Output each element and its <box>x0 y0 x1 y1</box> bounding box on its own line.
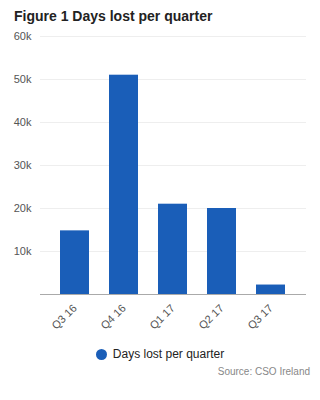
html-text:Source: CSO Ireland: Source: CSO Ireland <box>217 366 310 377</box>
svg-text:Q3 17: Q3 17 <box>245 302 275 332</box>
svg-text:30k: 30k <box>14 159 32 171</box>
svg-text:Q4 16: Q4 16 <box>98 302 128 332</box>
svg-text:Q2 17: Q2 17 <box>196 302 226 332</box>
html-text:Figure 1 Days lost per quarter: Figure 1 Days lost per quarter <box>14 8 213 24</box>
svg-text:Q1 17: Q1 17 <box>147 302 177 332</box>
svg-text:60k: 60k <box>14 30 32 42</box>
svg-text:10k: 10k <box>14 245 32 257</box>
svg-text:Q3 16: Q3 16 <box>49 302 79 332</box>
svg-text:40k: 40k <box>14 116 32 128</box>
html-text:Days lost per quarter: Days lost per quarter <box>112 347 225 361</box>
svg-text:20k: 20k <box>14 202 32 214</box>
svg-text:50k: 50k <box>14 73 32 85</box>
